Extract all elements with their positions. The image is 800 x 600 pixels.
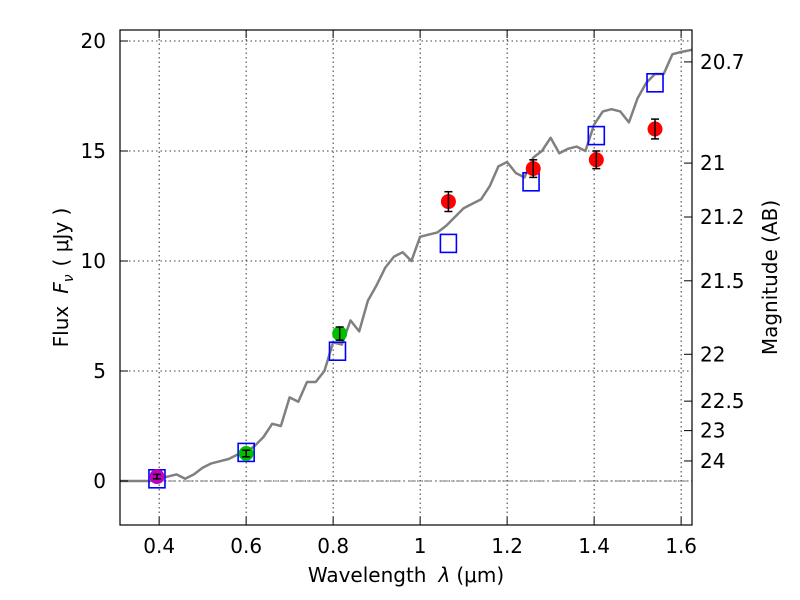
- x-tick-label: 1.2: [491, 534, 523, 558]
- y2-tick-label: 22: [700, 342, 725, 366]
- y-axis-title: FluxFν( μJy ): [49, 208, 77, 348]
- x-tick-label: 1.4: [578, 534, 610, 558]
- x-tick-label: 0.4: [143, 534, 175, 558]
- y2-tick-label: 23: [700, 419, 725, 443]
- y-tick-label: 15: [81, 139, 106, 163]
- y-tick-label: 0: [93, 469, 106, 493]
- y2-axis-title: Magnitude (AB): [758, 200, 782, 355]
- x-tick-label: 1.6: [665, 534, 697, 558]
- x-axis-title: Wavelength λ (μm): [308, 563, 504, 587]
- x-tick-label: 0.6: [230, 534, 262, 558]
- y2-tick-label: 21.5: [700, 269, 745, 293]
- y-tick-label: 20: [81, 29, 106, 53]
- model-layer: [120, 48, 693, 483]
- square-marker: [587, 125, 606, 146]
- square-marker: [646, 73, 664, 93]
- grid-layer: [120, 30, 692, 525]
- y2-tick-label: 21: [700, 151, 725, 175]
- y2-tick-label: 21.2: [700, 205, 745, 229]
- y-tick-label: 10: [81, 249, 106, 273]
- y2-tick-label: 20.7: [700, 50, 745, 74]
- square-marker: [328, 341, 347, 362]
- series-layer: [148, 73, 664, 489]
- x-tick-label: 0.8: [317, 534, 349, 558]
- square-marker: [237, 442, 255, 463]
- square-marker: [439, 233, 458, 254]
- model-spectrum-line: [120, 48, 693, 483]
- plot-frame: [119, 29, 693, 526]
- ticks-layer: 0.4 0.6 0.8 1 1.2 1.4 1.6 0 5 10 15 20 20.7 21 21.2 21.…: [81, 29, 745, 558]
- y2-tick-label: 22.5: [700, 389, 745, 413]
- x-tick-label: 1: [414, 534, 427, 558]
- y-tick-label: 5: [93, 359, 106, 383]
- y2-tick-label: 24: [700, 449, 725, 473]
